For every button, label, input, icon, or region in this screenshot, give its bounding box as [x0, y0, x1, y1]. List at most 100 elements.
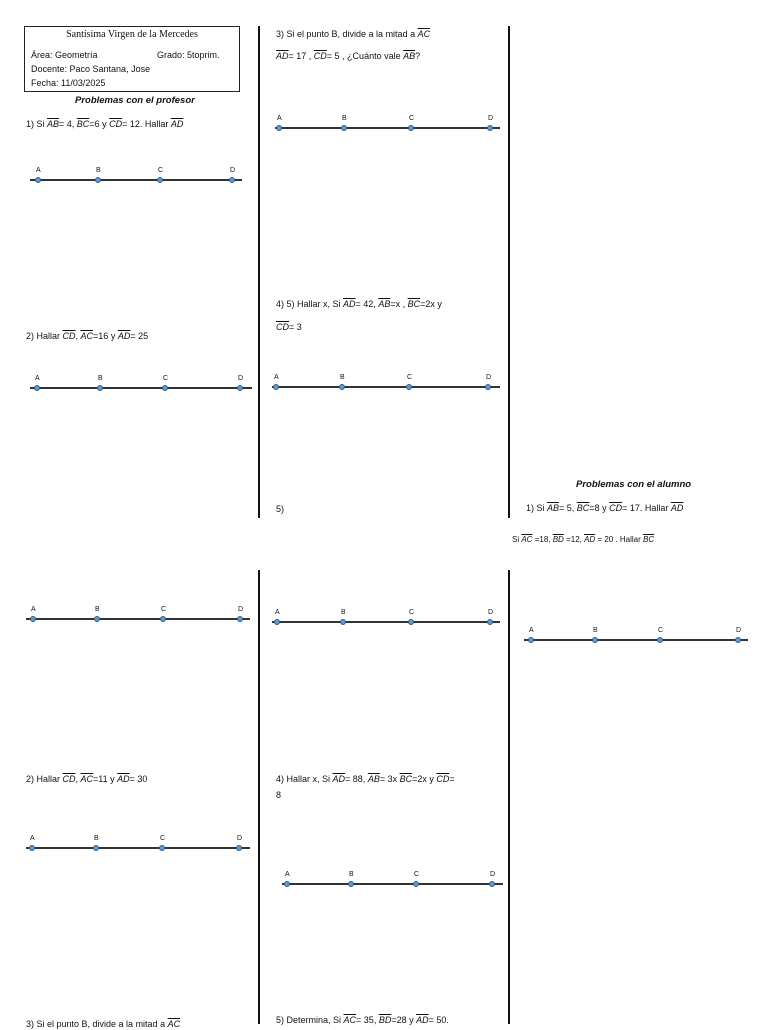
problem-4-teacher-line2: CD= 3	[276, 322, 302, 332]
problem-3-student: 3) Si el punto B, divide a la mitad a AC	[26, 1019, 181, 1029]
grade-label: Grado: 5toprim.	[157, 50, 220, 60]
segment-point-label: D	[488, 115, 494, 122]
segment-point-label: C	[160, 835, 166, 842]
segment-point-label: C	[414, 871, 420, 878]
segment-point-d	[487, 619, 493, 625]
problem-5-student: 5) Determina, Si AC= 35, BD=28 y AD= 50.	[276, 1015, 449, 1025]
segment-line	[26, 618, 250, 620]
column-divider	[508, 570, 510, 1024]
problem-1-student: 1) Si AB= 5, BC=8 y CD= 17. Hallar AD	[526, 503, 684, 513]
segment-point-label: A	[35, 375, 40, 382]
segment-line	[30, 387, 252, 389]
segment-point-label: B	[94, 835, 99, 842]
segment-point-d	[489, 881, 495, 887]
school-name: Santísima Virgen de la Mercedes	[66, 29, 198, 40]
segment-line	[30, 179, 242, 181]
segment-point-c	[413, 881, 419, 887]
segment-point-label: A	[274, 374, 279, 381]
segment-point-c	[408, 619, 414, 625]
segment-point-label: A	[529, 627, 534, 634]
segment-point-label: B	[341, 609, 346, 616]
segment-point-label: C	[158, 167, 164, 174]
segment-point-b	[348, 881, 354, 887]
segment-point-a	[528, 637, 534, 643]
segment-point-label: C	[161, 606, 167, 613]
segment-line	[282, 883, 503, 885]
segment-point-c	[657, 637, 663, 643]
segment-point-c	[160, 616, 166, 622]
segment-point-a	[273, 384, 279, 390]
segment-point-d	[229, 177, 235, 183]
segment-point-label: D	[230, 167, 236, 174]
segment-point-b	[95, 177, 101, 183]
section-student-heading: Problemas con el alumno	[576, 479, 692, 490]
segment-point-d	[236, 845, 242, 851]
segment-point-d	[237, 385, 243, 391]
segment-point-d	[487, 125, 493, 131]
segment-point-a	[35, 177, 41, 183]
segment-point-label: B	[96, 167, 101, 174]
segment-line	[272, 386, 500, 388]
problem-5-teacher: 5)	[276, 504, 285, 514]
segment-point-label: D	[238, 375, 244, 382]
problem-3-teacher-line1: 3) Si el punto B, divide a la mitad a AC	[276, 29, 431, 39]
segment-point-c	[408, 125, 414, 131]
problem-4-teacher-line1: 4) 5) Hallar x, Si AD= 42, AB=x , BC=2x …	[276, 299, 442, 309]
segment-point-a	[276, 125, 282, 131]
segment-point-c	[162, 385, 168, 391]
header-box: Santísima Virgen de la Mercedes Área: Ge…	[24, 26, 240, 92]
segment-point-label: B	[593, 627, 598, 634]
problem-2-student: 2) Hallar CD, AC=11 y AD= 30	[26, 774, 148, 784]
segment-point-label: D	[490, 871, 496, 878]
segment-point-label: D	[486, 374, 492, 381]
segment-point-label: C	[658, 627, 664, 634]
date-label: Fecha: 11/03/2025	[31, 78, 106, 88]
segment-point-label: A	[277, 115, 282, 122]
segment-point-label: D	[488, 609, 494, 616]
segment-line	[524, 639, 748, 641]
segment-line	[272, 621, 500, 623]
segment-point-label: C	[163, 375, 169, 382]
segment-point-label: A	[36, 167, 41, 174]
segment-point-label: B	[342, 115, 347, 122]
segment-point-d	[485, 384, 491, 390]
segment-point-label: D	[736, 627, 742, 634]
segment-point-label: A	[285, 871, 290, 878]
problem-1-teacher: 1) Si AB= 4, BC=6 y CD= 12. Hallar AD	[26, 119, 184, 129]
segment-point-a	[284, 881, 290, 887]
segment-point-b	[340, 619, 346, 625]
segment-point-label: B	[349, 871, 354, 878]
segment-line	[275, 127, 500, 129]
segment-point-label: A	[30, 835, 35, 842]
segment-point-a	[34, 385, 40, 391]
segment-point-a	[30, 616, 36, 622]
column-divider	[258, 570, 260, 1024]
segment-point-b	[592, 637, 598, 643]
problem-2-teacher: 2) Hallar CD, AC=16 y AD= 25	[26, 331, 149, 341]
segment-point-a	[29, 845, 35, 851]
segment-point-label: C	[407, 374, 413, 381]
area-label: Área: Geometría	[31, 50, 98, 60]
problem-extra: Si AC =18, BD =12, AD = 20 . Hallar BC	[512, 535, 655, 544]
segment-line	[26, 847, 250, 849]
problem-4-student-line1: 4) Hallar x, Si AD= 88, AB= 3x BC=2x y C…	[276, 774, 455, 784]
segment-point-d	[237, 616, 243, 622]
segment-point-c	[159, 845, 165, 851]
segment-point-b	[97, 385, 103, 391]
segment-point-label: B	[98, 375, 103, 382]
problem-4-student-line2: 8	[276, 790, 282, 800]
segment-point-c	[157, 177, 163, 183]
segment-point-d	[735, 637, 741, 643]
segment-point-b	[339, 384, 345, 390]
segment-point-b	[93, 845, 99, 851]
segment-point-label: C	[409, 115, 415, 122]
segment-point-b	[341, 125, 347, 131]
section-teacher-heading: Problemas con el profesor	[75, 95, 195, 106]
segment-point-a	[274, 619, 280, 625]
segment-point-label: B	[340, 374, 345, 381]
column-divider	[258, 26, 260, 518]
segment-point-label: D	[238, 606, 244, 613]
segment-point-label: A	[275, 609, 280, 616]
segment-point-c	[406, 384, 412, 390]
segment-point-label: C	[409, 609, 415, 616]
